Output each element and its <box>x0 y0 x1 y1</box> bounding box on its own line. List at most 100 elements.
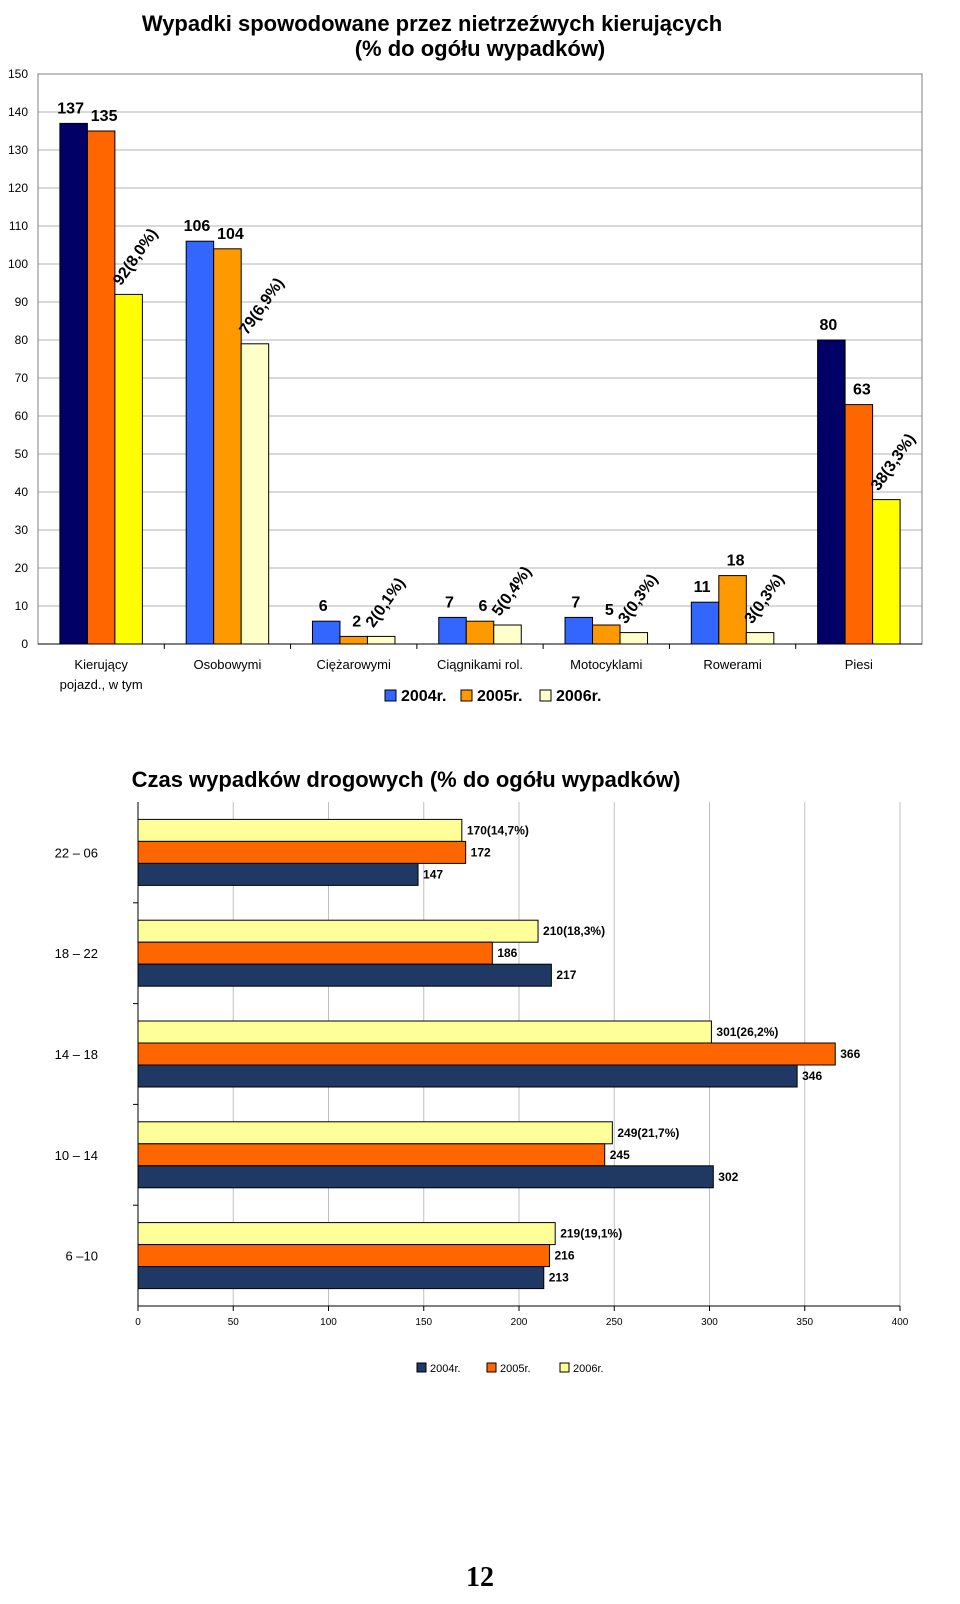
bar <box>844 404 874 645</box>
y-tick-label: 120 <box>8 181 28 195</box>
bar <box>137 963 552 987</box>
chart2-x-axis: 0 50 100 150 200 250 300 350 400 <box>135 1305 909 1328</box>
bar <box>592 624 621 645</box>
bar <box>438 616 467 645</box>
data-label: 135 <box>91 108 118 125</box>
category-label: 14 – 18 <box>55 1047 98 1062</box>
data-label: 170(14,7%) <box>467 823 529 837</box>
x-tick-label: 50 <box>228 1317 240 1328</box>
y-tick-label: 110 <box>9 219 28 233</box>
category-label: Kierujący <box>74 657 128 672</box>
data-label: 63 <box>853 382 871 399</box>
legend-label: 2006r. <box>556 688 601 705</box>
data-label: 213 <box>549 1271 569 1285</box>
bar <box>240 343 270 645</box>
category-label: Ciężarowymi <box>317 657 392 672</box>
data-label: 11 <box>694 579 711 596</box>
chart1-gridlines <box>37 73 923 645</box>
bar <box>137 941 493 965</box>
legend-swatch <box>416 1362 427 1373</box>
accidents-drunk-drivers-chart: Wypadki spowodowane przez nietrzeźwych k… <box>8 11 923 705</box>
data-label: 3(0,3%) <box>742 571 788 627</box>
bar <box>690 601 720 645</box>
x-tick-label: 100 <box>320 1317 337 1328</box>
bar <box>137 1244 550 1268</box>
chart1-title: Wypadki spowodowane przez nietrzeźwych k… <box>142 11 722 36</box>
data-label: 38(3,3%) <box>868 431 919 494</box>
data-label: 245 <box>610 1148 630 1162</box>
category-label: Piesi <box>845 657 873 672</box>
legend-swatch <box>486 1362 497 1373</box>
x-tick-label: 250 <box>606 1317 623 1328</box>
bar <box>137 1064 798 1088</box>
chart2-legend: 2004r. 2005r. 2006r. <box>416 1362 604 1375</box>
data-label: 6 <box>319 598 328 615</box>
bar <box>137 1020 712 1044</box>
bar <box>137 862 419 886</box>
data-label: 217 <box>556 968 576 982</box>
category-label: Rowerami <box>703 657 762 672</box>
category-label: Osobowymi <box>193 657 261 672</box>
data-label: 147 <box>423 867 443 881</box>
chart1-bars <box>38 122 922 645</box>
category-label: 18 – 22 <box>55 946 98 961</box>
y-tick-label: 100 <box>8 257 28 271</box>
bar <box>137 919 539 943</box>
bar <box>137 818 463 842</box>
data-label: 5 <box>605 602 614 619</box>
bar <box>137 840 467 864</box>
category-label: pojazd., w tym <box>60 677 143 692</box>
category-label: Ciągnikami rol. <box>437 657 523 672</box>
y-tick-label: 80 <box>15 333 29 347</box>
data-label: 5(0,4%) <box>489 564 535 620</box>
data-label: 216 <box>554 1249 574 1263</box>
data-label: 219(19,1%) <box>560 1227 622 1241</box>
y-tick-label: 130 <box>8 143 28 157</box>
x-tick-label: 0 <box>135 1317 141 1328</box>
data-label: 92(8,0%) <box>110 226 161 289</box>
bar <box>137 1266 545 1290</box>
y-tick-label: 40 <box>15 485 29 499</box>
bar <box>59 122 88 645</box>
bar <box>817 339 846 645</box>
legend-label: 2006r. <box>573 1363 604 1375</box>
x-tick-label: 200 <box>511 1317 528 1328</box>
legend-swatch <box>539 689 552 702</box>
bar <box>745 632 775 645</box>
bar <box>311 620 341 645</box>
legend-swatch <box>460 689 473 702</box>
data-label: 366 <box>840 1047 860 1061</box>
data-label: 346 <box>802 1069 822 1083</box>
data-label: 137 <box>57 100 84 117</box>
bar <box>872 499 901 645</box>
chart1-legend: 2004r. 2005r. 2006r. <box>384 688 601 705</box>
bar <box>86 130 116 645</box>
y-tick-label: 30 <box>15 523 29 537</box>
plot-frame <box>37 73 923 645</box>
page-number: 12 <box>466 1562 494 1593</box>
chart1-y-axis: 0 10 20 30 40 50 60 70 80 90 100 110 120 130 140 150 <box>8 67 28 651</box>
legend-label: 2005r. <box>500 1363 531 1375</box>
bar <box>213 248 242 645</box>
y-tick-label: 150 <box>8 67 28 81</box>
chart2-title: Czas wypadków drogowych (% do ogółu wypa… <box>132 767 681 792</box>
data-label: 7 <box>445 594 454 611</box>
bar <box>137 1165 714 1189</box>
x-tick-label: 350 <box>796 1317 813 1328</box>
y-tick-label: 0 <box>21 637 28 651</box>
bar <box>564 616 594 645</box>
accident-time-chart: Czas wypadków drogowych (% do ogółu wypa… <box>55 767 909 1375</box>
data-label: 79(6,9%) <box>237 275 288 338</box>
data-label: 2 <box>352 613 361 630</box>
bar <box>493 624 522 645</box>
chart1-x-axis: Kierujący pojazd., w tym Osobowymi Ciężarow… <box>60 644 873 692</box>
category-label: 22 – 06 <box>55 845 98 860</box>
bar <box>114 293 143 645</box>
data-label: 302 <box>718 1170 738 1184</box>
data-label: 80 <box>819 317 837 334</box>
legend-swatch <box>559 1362 570 1373</box>
legend-label: 2005r. <box>477 688 522 705</box>
x-tick-label: 400 <box>892 1317 909 1328</box>
data-label: 210(18,3%) <box>543 924 605 938</box>
bar <box>718 575 747 645</box>
